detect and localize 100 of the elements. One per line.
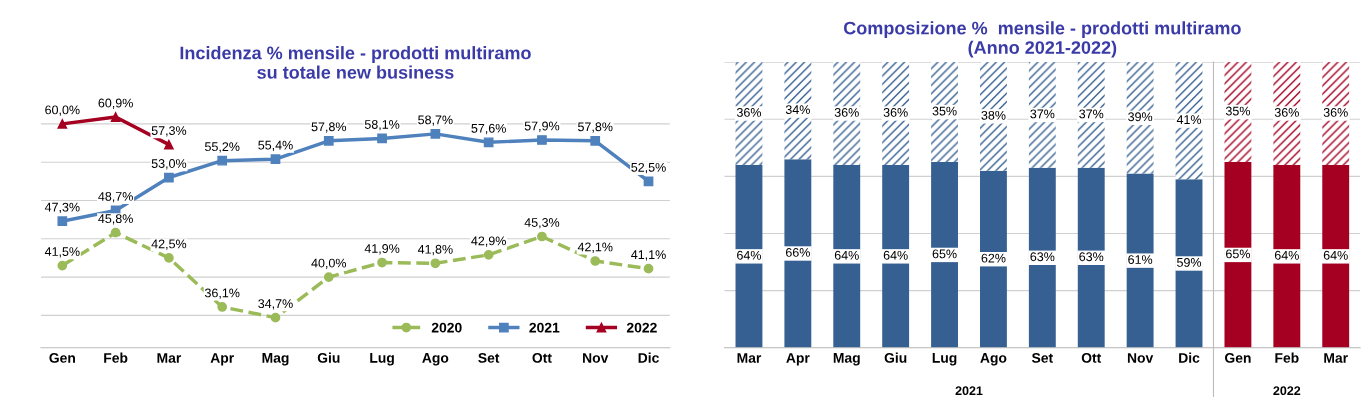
point <box>483 137 494 148</box>
x-tick-label: Set <box>478 352 500 363</box>
data-label: 57,8% <box>311 122 347 133</box>
point <box>323 135 334 146</box>
point <box>217 155 228 166</box>
data-label: 64% <box>1274 250 1299 260</box>
data-label: 59% <box>1177 257 1202 267</box>
data-label: 65% <box>932 249 957 259</box>
point <box>537 231 547 242</box>
x-tick-label: Ago <box>980 353 1007 366</box>
point <box>57 119 68 129</box>
x-tick-label: Apr <box>210 353 234 366</box>
data-label: 64% <box>834 250 859 260</box>
x-tick-label: Mag <box>262 353 289 366</box>
data-label: 34% <box>785 105 810 115</box>
data-label: 36% <box>1323 108 1348 117</box>
x-tick-label: Lug <box>932 353 957 366</box>
point <box>110 112 121 122</box>
point <box>430 258 441 269</box>
text: 2022 <box>1273 386 1301 396</box>
x-tick-label: Mar <box>737 353 762 363</box>
bar <box>1077 167 1105 348</box>
point <box>57 260 68 271</box>
x-tick-label: Giu <box>884 352 907 363</box>
data-label: 42,5% <box>151 239 187 250</box>
bar <box>833 164 861 348</box>
data-label: 39% <box>1128 112 1153 122</box>
data-label: 41% <box>1176 115 1202 124</box>
data-label: 45,8% <box>98 214 133 225</box>
x-tick-label: Gen <box>1224 352 1251 363</box>
data-label: 37% <box>1030 109 1055 119</box>
data-label: 57,3% <box>151 126 187 137</box>
x-tick-label: Feb <box>104 352 128 363</box>
data-label: 55,2% <box>204 142 240 153</box>
text: 2021 <box>955 386 983 396</box>
bar <box>735 164 763 348</box>
data-label: 36% <box>736 108 762 117</box>
x-tick-label: Dic <box>638 352 659 363</box>
point <box>164 139 174 150</box>
bar <box>931 162 958 348</box>
data-label: 41,8% <box>417 244 453 256</box>
x-tick-label: Giu <box>317 352 340 363</box>
data-label: 35% <box>1225 106 1250 116</box>
point <box>643 176 654 187</box>
data-label: 41,5% <box>44 247 80 258</box>
point <box>110 227 121 238</box>
x-tick-label: Feb <box>1275 352 1299 363</box>
legend-label: 2022 <box>626 322 657 333</box>
bar <box>1175 179 1203 348</box>
point <box>643 263 654 274</box>
point <box>217 302 228 312</box>
point <box>164 253 174 263</box>
data-label: 53,0% <box>151 159 187 170</box>
x-tick-label: Gen <box>49 352 75 363</box>
data-label: 45,3% <box>524 218 560 229</box>
chart-title: Composizione % mensile - prodotti multiramo (Anno 2021-2022) <box>843 21 1241 58</box>
x-tick-label: Ago <box>422 353 449 366</box>
data-label: 65% <box>1226 249 1250 259</box>
data-label: 63% <box>1079 252 1104 262</box>
point <box>270 312 281 323</box>
data-label: 63% <box>1030 252 1055 262</box>
data-label: 36% <box>1274 108 1299 117</box>
data-label: 55,4% <box>258 140 293 152</box>
point <box>537 135 547 145</box>
data-label: 37% <box>1079 109 1104 119</box>
bar <box>1224 162 1252 348</box>
chart-title: Incidenza % mensile - prodotti multiramo su totale new business <box>180 46 531 79</box>
data-label: 41,9% <box>364 244 400 255</box>
point <box>377 257 387 268</box>
point <box>377 133 387 144</box>
data-label: 60,9% <box>98 98 133 109</box>
data-label: 42,9% <box>471 236 506 247</box>
point <box>483 250 494 260</box>
data-label: 60,0% <box>45 105 80 116</box>
data-label: 57,9% <box>524 121 560 132</box>
data-label: 36,1% <box>204 288 240 299</box>
x-tick-label: Ott <box>532 352 552 363</box>
data-label: 34,7% <box>258 299 293 310</box>
data-label: 52,5% <box>631 162 666 174</box>
x-tick-label: Nov <box>583 353 609 363</box>
legend-label: 2020 <box>431 322 462 333</box>
bar <box>1322 164 1350 348</box>
x-tick-label: Ott <box>1081 352 1102 363</box>
point <box>164 172 174 183</box>
x-tick-label: Apr <box>786 353 810 366</box>
data-label: 57,6% <box>471 123 506 135</box>
x-tick-label: Dic <box>1179 352 1200 363</box>
data-label: 36% <box>883 108 908 117</box>
bar <box>1273 164 1301 348</box>
data-label: 58,1% <box>364 120 400 131</box>
bar <box>1224 62 1252 163</box>
data-label: 66% <box>785 248 810 257</box>
point <box>590 256 601 266</box>
data-label: 58,7% <box>418 115 453 126</box>
bar <box>1126 173 1154 348</box>
x-tick-label: Mag <box>833 353 860 366</box>
data-label: 35% <box>932 106 957 116</box>
data-label: 36% <box>834 108 859 117</box>
x-tick-label: Lug <box>370 353 394 366</box>
data-label: 57,8% <box>578 122 613 133</box>
